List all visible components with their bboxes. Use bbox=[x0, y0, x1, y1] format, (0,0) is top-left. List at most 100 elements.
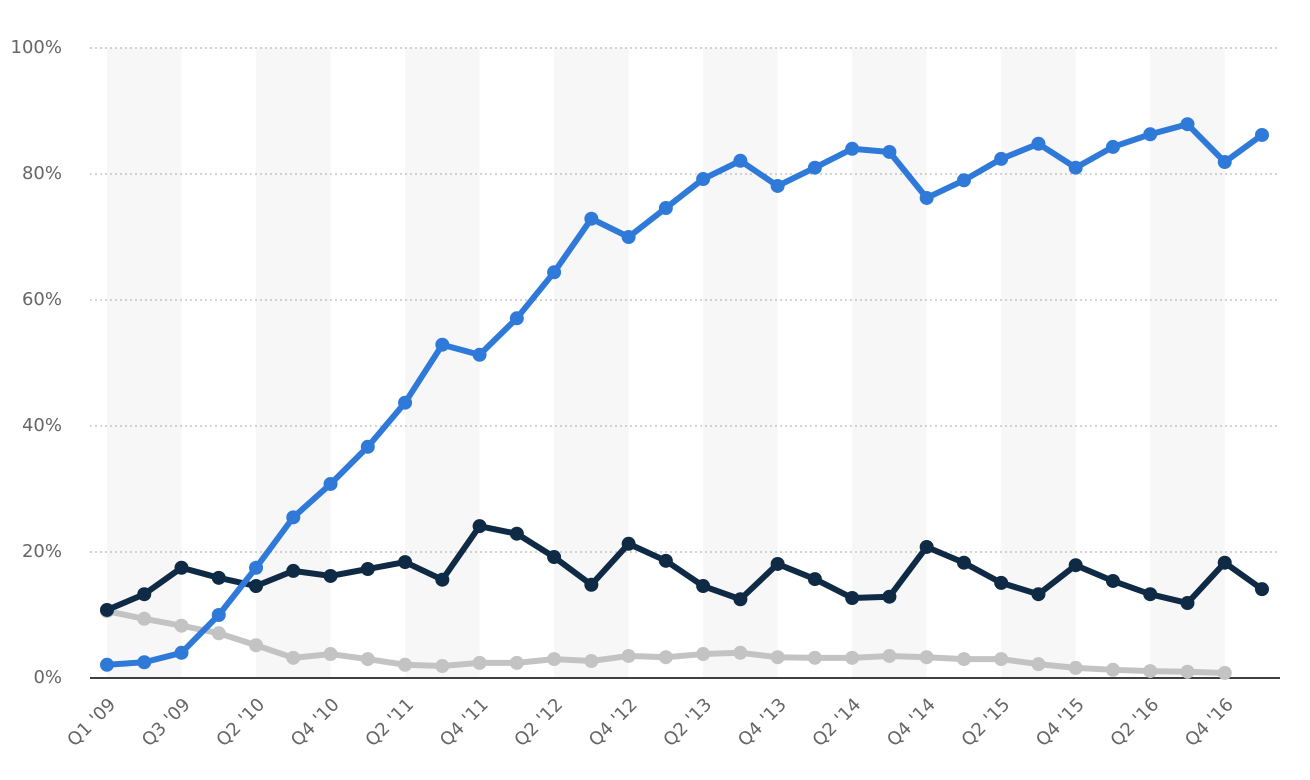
x-tick-label: Q2 '16 bbox=[1107, 694, 1164, 751]
band bbox=[554, 48, 629, 678]
data-point bbox=[770, 178, 785, 193]
y-tick-label: 0% bbox=[33, 667, 62, 688]
data-point bbox=[174, 560, 189, 575]
data-point bbox=[919, 650, 934, 665]
x-tick-label: Q4 '10 bbox=[287, 694, 344, 751]
data-point bbox=[845, 650, 860, 665]
y-tick-label: 80% bbox=[22, 163, 62, 184]
data-point bbox=[100, 602, 114, 617]
data-point bbox=[994, 652, 1009, 667]
data-point bbox=[658, 553, 673, 568]
data-point bbox=[249, 638, 264, 653]
data-point bbox=[696, 647, 711, 662]
data-point bbox=[286, 563, 301, 578]
data-point bbox=[1031, 136, 1046, 151]
band bbox=[703, 48, 778, 678]
data-point bbox=[584, 211, 599, 226]
data-point bbox=[1217, 665, 1232, 680]
data-point bbox=[956, 173, 971, 188]
data-point bbox=[509, 526, 524, 541]
x-tick-label: Q2 '12 bbox=[510, 694, 567, 751]
x-tick-label: Q2 '14 bbox=[809, 694, 866, 751]
data-point bbox=[845, 590, 860, 605]
x-tick-label: Q4 '11 bbox=[436, 694, 493, 751]
data-point bbox=[1255, 127, 1269, 142]
data-point bbox=[1105, 662, 1120, 677]
series-line bbox=[106, 121, 1264, 668]
data-point bbox=[621, 536, 636, 551]
data-point bbox=[211, 626, 226, 641]
data-point bbox=[547, 265, 562, 280]
x-tick-label: Q4 '16 bbox=[1181, 694, 1238, 751]
data-point bbox=[1180, 117, 1195, 132]
data-point bbox=[696, 579, 711, 594]
data-point bbox=[1143, 664, 1158, 679]
data-point bbox=[509, 655, 524, 670]
data-point bbox=[398, 395, 413, 410]
data-point bbox=[845, 141, 860, 156]
data-point bbox=[137, 655, 152, 670]
data-point bbox=[770, 556, 785, 571]
data-point bbox=[398, 657, 413, 672]
data-point bbox=[956, 555, 971, 570]
y-tick-label: 20% bbox=[22, 541, 62, 562]
data-point bbox=[919, 190, 934, 205]
x-tick-label: Q4 '15 bbox=[1032, 694, 1089, 751]
data-point bbox=[584, 653, 599, 668]
data-point bbox=[174, 618, 189, 633]
data-point bbox=[249, 560, 264, 575]
data-point bbox=[1105, 139, 1120, 154]
data-point bbox=[323, 476, 338, 491]
x-tick-label: Q1 '09 bbox=[63, 694, 120, 751]
data-point bbox=[509, 311, 524, 326]
data-point bbox=[1255, 582, 1269, 597]
data-point bbox=[435, 572, 450, 587]
data-point bbox=[994, 575, 1009, 590]
x-tick-label: Q2 '15 bbox=[958, 694, 1015, 751]
data-point bbox=[1031, 657, 1046, 672]
data-point bbox=[286, 650, 301, 665]
y-tick-label: 60% bbox=[22, 289, 62, 310]
data-point bbox=[360, 439, 375, 454]
data-point bbox=[882, 648, 897, 663]
data-point bbox=[472, 655, 487, 670]
data-point bbox=[1068, 558, 1083, 573]
x-tick-label: Q3 '09 bbox=[138, 694, 195, 751]
data-point bbox=[249, 579, 264, 594]
data-point bbox=[1068, 160, 1083, 175]
data-point bbox=[658, 650, 673, 665]
data-point bbox=[137, 611, 152, 626]
band bbox=[1150, 48, 1225, 678]
data-point bbox=[956, 652, 971, 667]
data-point bbox=[1217, 155, 1232, 170]
data-point bbox=[1031, 587, 1046, 602]
data-point bbox=[807, 572, 822, 587]
data-point bbox=[1143, 587, 1158, 602]
data-point bbox=[137, 587, 152, 602]
data-point bbox=[621, 648, 636, 663]
y-tick-label: 40% bbox=[22, 415, 62, 436]
data-point bbox=[472, 347, 487, 362]
data-point bbox=[398, 555, 413, 570]
data-point bbox=[211, 570, 226, 585]
data-point bbox=[1143, 127, 1158, 142]
data-point bbox=[994, 151, 1009, 166]
data-point bbox=[770, 650, 785, 665]
data-point bbox=[360, 652, 375, 667]
x-tick-label: Q2 '10 bbox=[212, 694, 269, 751]
data-point bbox=[1180, 664, 1195, 679]
x-tick-label: Q2 '11 bbox=[361, 694, 418, 751]
data-point bbox=[584, 577, 599, 592]
data-point bbox=[286, 510, 301, 525]
data-point bbox=[360, 562, 375, 577]
data-point bbox=[472, 519, 487, 534]
data-point bbox=[1105, 573, 1120, 588]
data-point bbox=[882, 144, 897, 159]
band bbox=[107, 48, 182, 678]
data-point bbox=[323, 568, 338, 583]
data-point bbox=[882, 589, 897, 604]
data-point bbox=[547, 652, 562, 667]
data-point bbox=[919, 539, 934, 554]
data-point bbox=[1180, 596, 1195, 611]
